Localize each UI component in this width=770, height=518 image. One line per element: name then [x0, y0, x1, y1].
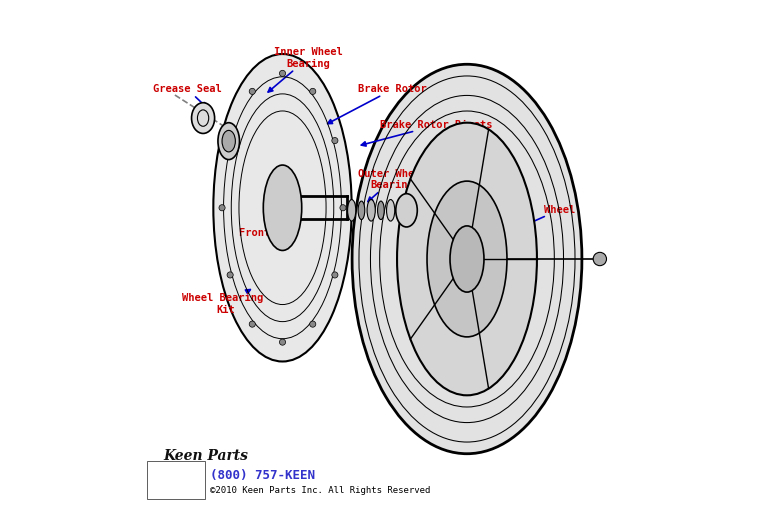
Ellipse shape — [352, 64, 582, 454]
Ellipse shape — [450, 226, 484, 292]
Ellipse shape — [396, 194, 417, 227]
Circle shape — [340, 205, 346, 211]
Text: Brake Rotor: Brake Rotor — [327, 84, 427, 124]
Ellipse shape — [218, 123, 239, 160]
Ellipse shape — [222, 131, 236, 152]
Ellipse shape — [192, 103, 215, 134]
Text: (800) 757-KEEN: (800) 757-KEEN — [209, 469, 315, 482]
Ellipse shape — [358, 201, 365, 220]
Ellipse shape — [387, 199, 395, 221]
Ellipse shape — [427, 181, 507, 337]
Circle shape — [332, 137, 338, 143]
Text: Inner Wheel
Bearing: Inner Wheel Bearing — [268, 47, 343, 92]
Circle shape — [227, 272, 233, 278]
Circle shape — [280, 70, 286, 77]
Text: Spindle Washer: Spindle Washer — [418, 193, 514, 210]
Circle shape — [593, 252, 607, 266]
Text: Brake Rotor Rivets: Brake Rotor Rivets — [361, 120, 493, 146]
Ellipse shape — [397, 123, 537, 395]
Circle shape — [227, 137, 233, 143]
Circle shape — [249, 321, 256, 327]
Circle shape — [310, 321, 316, 327]
Ellipse shape — [377, 201, 384, 220]
Ellipse shape — [263, 165, 302, 251]
Text: Wheel: Wheel — [523, 205, 575, 226]
Text: Grease Cap: Grease Cap — [414, 218, 492, 228]
Text: Wheel Bearing 
Kit: Wheel Bearing Kit — [182, 290, 270, 315]
Text: Outer Wheel
Bearing: Outer Wheel Bearing — [358, 169, 427, 202]
Text: Grease Seal: Grease Seal — [153, 84, 222, 107]
Circle shape — [332, 272, 338, 278]
Text: ©2010 Keen Parts Inc. All Rights Reserved: ©2010 Keen Parts Inc. All Rights Reserve… — [209, 486, 430, 495]
Ellipse shape — [367, 199, 375, 221]
Circle shape — [249, 88, 256, 94]
Ellipse shape — [347, 199, 356, 221]
Text: Front Hub: Front Hub — [239, 215, 295, 238]
Circle shape — [280, 339, 286, 345]
Text: Keen Parts: Keen Parts — [163, 449, 249, 463]
Ellipse shape — [213, 54, 352, 362]
Circle shape — [219, 205, 225, 211]
Circle shape — [310, 88, 316, 94]
